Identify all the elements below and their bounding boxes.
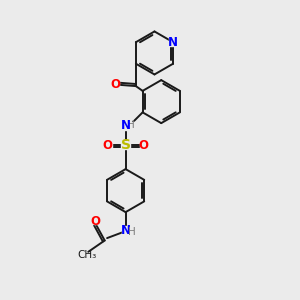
- Bar: [140, 142, 148, 148]
- Text: S: S: [121, 138, 130, 152]
- Bar: [92, 218, 100, 224]
- Text: H: H: [128, 226, 135, 236]
- Bar: [169, 38, 178, 46]
- Text: CH₃: CH₃: [77, 250, 96, 260]
- Bar: [122, 141, 130, 149]
- Bar: [111, 81, 119, 88]
- Text: N: N: [121, 224, 130, 236]
- Text: O: O: [139, 139, 149, 152]
- Text: O: O: [91, 214, 101, 228]
- Text: N: N: [168, 36, 178, 49]
- Text: O: O: [110, 78, 120, 91]
- Bar: [123, 122, 136, 130]
- Text: O: O: [102, 139, 112, 152]
- Text: N: N: [121, 119, 130, 132]
- Text: H: H: [127, 120, 135, 130]
- Bar: [103, 142, 112, 148]
- Bar: [122, 226, 135, 234]
